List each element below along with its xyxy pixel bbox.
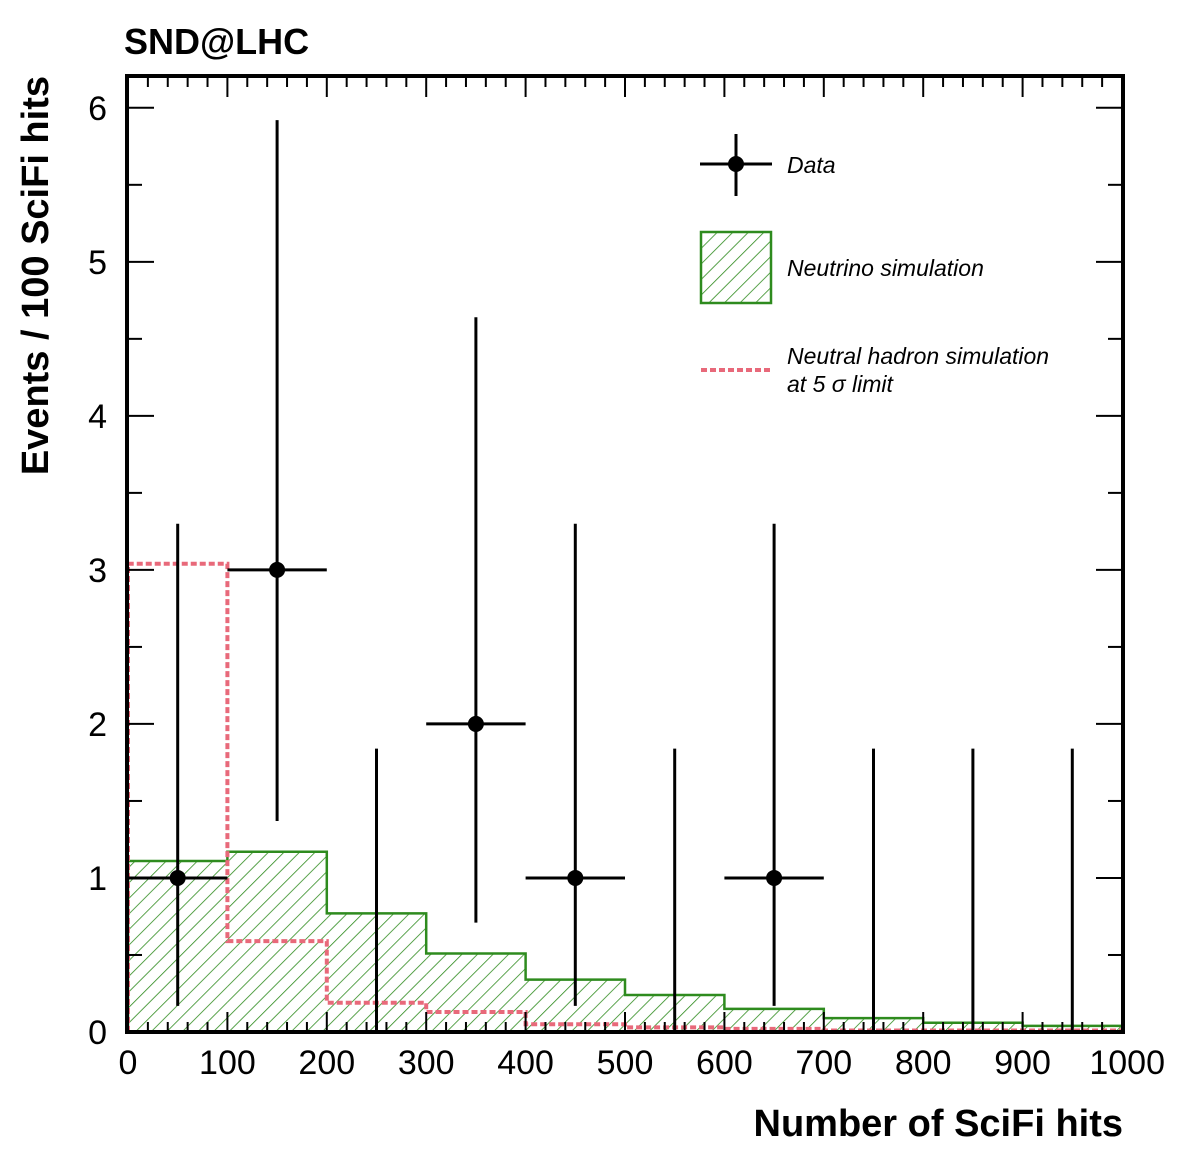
y-tick-labels: 0 1 2 3 4 5 6: [88, 90, 107, 1052]
x-tick-label: 500: [597, 1044, 654, 1082]
x-tick-label: 0: [119, 1044, 138, 1082]
data-point: [269, 561, 286, 578]
x-tick-label: 400: [497, 1044, 554, 1082]
legend-hadron-label: Neutral hadron simulation: [787, 343, 1049, 369]
x-tick-label: 1000: [1089, 1044, 1165, 1082]
legend: Data Neutrino simulation Neutral hadron …: [699, 134, 1049, 397]
legend-data-label: Data: [787, 152, 836, 178]
legend-neutrino-swatch: [699, 230, 773, 305]
neutrino-bin: [426, 953, 526, 1032]
y-tick-label: 2: [88, 706, 107, 744]
y-tick-label: 0: [88, 1014, 107, 1052]
data-point: [567, 869, 584, 886]
x-tick-label: 900: [994, 1044, 1051, 1082]
y-tick-label: 3: [88, 552, 107, 590]
data-point: [467, 715, 484, 732]
y-tick-label: 1: [88, 860, 107, 898]
x-tick-label: 700: [795, 1044, 852, 1082]
legend-hadron-label-line2: at 5 σ limit: [787, 371, 895, 397]
x-tick-label: 100: [199, 1044, 256, 1082]
y-tick-label: 5: [88, 244, 107, 282]
y-tick-label: 4: [88, 398, 107, 436]
data-point: [766, 869, 783, 886]
x-tick-label: 300: [398, 1044, 455, 1082]
neutrino-bin: [724, 1008, 824, 1032]
axis-ticks: [127, 77, 1123, 1033]
data-point: [169, 869, 186, 886]
x-tick-label: 200: [298, 1044, 355, 1082]
x-tick-label: 800: [895, 1044, 952, 1082]
chart-title: SND@LHC: [124, 21, 309, 62]
x-axis-label: Number of SciFi hits: [754, 1103, 1123, 1145]
y-tick-label: 6: [88, 90, 107, 128]
x-tick-labels: 0 100 200 300 400 500 600 700 800 900 1000: [119, 1044, 1165, 1082]
legend-neutrino-label: Neutrino simulation: [787, 255, 984, 281]
y-axis-label: Events / 100 SciFi hits: [15, 76, 57, 475]
legend-data-marker: [700, 134, 772, 196]
x-tick-label: 600: [696, 1044, 753, 1082]
